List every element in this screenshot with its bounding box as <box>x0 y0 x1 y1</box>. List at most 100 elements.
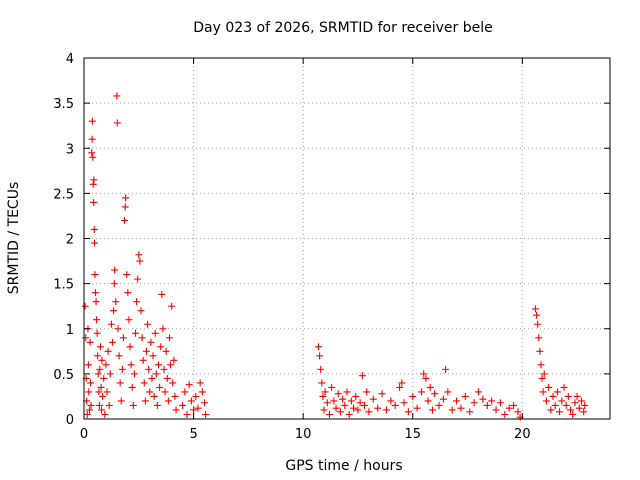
data-point <box>317 365 325 373</box>
data-point <box>531 305 539 313</box>
data-point <box>96 343 104 351</box>
data-point <box>127 361 135 369</box>
data-point <box>537 361 545 369</box>
data-point <box>159 325 167 333</box>
data-point <box>122 194 130 202</box>
data-point <box>540 370 548 378</box>
data-point <box>369 395 377 403</box>
data-point <box>87 379 95 387</box>
y-tick-label: 0.5 <box>53 368 74 383</box>
x-tick-label: 10 <box>295 427 312 442</box>
data-point <box>185 381 193 389</box>
data-point <box>183 410 191 418</box>
data-point <box>356 399 364 407</box>
data-point <box>139 356 147 364</box>
data-point <box>553 388 561 396</box>
data-point <box>163 374 171 382</box>
data-point <box>94 352 102 360</box>
data-point <box>444 388 452 396</box>
data-point <box>167 361 175 369</box>
data-point <box>374 404 382 412</box>
data-point <box>158 290 166 298</box>
data-point <box>378 390 386 398</box>
data-point <box>325 410 333 418</box>
data-point <box>196 379 204 387</box>
data-point <box>361 401 369 409</box>
data-point <box>115 352 123 360</box>
data-point <box>116 379 124 387</box>
data-point <box>510 401 518 409</box>
data-point <box>539 388 547 396</box>
data-point <box>336 408 344 416</box>
data-point <box>400 399 408 407</box>
data-point <box>168 302 176 310</box>
data-point <box>153 401 161 409</box>
data-point <box>129 401 137 409</box>
data-point <box>155 361 163 369</box>
data-point <box>439 395 447 403</box>
data-point <box>457 404 465 412</box>
data-point <box>105 401 113 409</box>
data-point <box>130 370 138 378</box>
data-point <box>560 383 568 391</box>
data-point <box>108 338 116 346</box>
data-point <box>161 388 169 396</box>
data-point <box>358 372 366 380</box>
data-point <box>194 404 202 412</box>
data-point <box>88 149 96 157</box>
data-point <box>151 329 159 337</box>
data-point <box>91 271 99 279</box>
data-point <box>118 365 126 373</box>
data-point <box>483 401 491 409</box>
data-point <box>328 383 336 391</box>
data-point <box>363 388 371 396</box>
data-point <box>98 356 106 364</box>
data-point <box>319 392 327 400</box>
data-point <box>398 379 406 387</box>
data-point <box>117 397 125 405</box>
data-point <box>321 388 329 396</box>
data-point <box>88 117 96 125</box>
data-point <box>453 397 461 405</box>
y-tick-label: 2 <box>66 233 74 248</box>
plot-frame <box>83 57 611 420</box>
data-point <box>187 397 195 405</box>
data-point <box>104 347 112 355</box>
data-point <box>202 410 210 418</box>
data-point <box>119 334 127 342</box>
data-point <box>569 410 577 418</box>
data-point <box>141 397 149 405</box>
data-point <box>534 320 542 328</box>
data-point <box>83 410 91 418</box>
data-point <box>126 343 134 351</box>
data-point <box>84 361 92 369</box>
data-point <box>420 370 428 378</box>
data-point <box>536 347 544 355</box>
data-point <box>580 408 588 416</box>
data-point <box>146 388 154 396</box>
data-point <box>562 401 570 409</box>
y-tick-label: 2.5 <box>53 187 74 202</box>
data-point <box>95 401 103 409</box>
data-point <box>90 225 98 233</box>
data-point <box>138 334 146 342</box>
x-tick-label: 15 <box>404 427 421 442</box>
data-point <box>156 383 164 391</box>
data-point <box>466 408 474 416</box>
data-point <box>567 406 575 414</box>
y-tick-label: 1 <box>66 323 74 338</box>
data-point <box>404 408 412 416</box>
data-point <box>128 383 136 391</box>
x-tick-label: 20 <box>514 427 531 442</box>
data-point <box>352 392 360 400</box>
data-point <box>492 406 500 414</box>
data-point <box>535 334 543 342</box>
data-point <box>82 334 90 342</box>
data-point <box>339 395 347 403</box>
data-point <box>134 275 142 283</box>
data-point <box>334 390 342 398</box>
data-point <box>165 334 173 342</box>
data-points <box>81 92 589 421</box>
data-point <box>148 374 156 382</box>
